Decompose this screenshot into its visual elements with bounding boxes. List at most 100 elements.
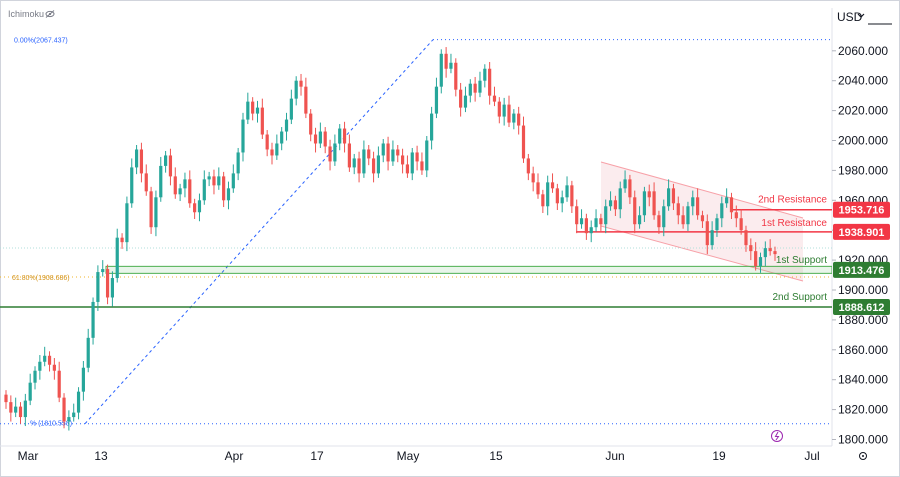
level-name-label: 2nd Resistance [758,195,827,206]
candle-body [333,143,337,162]
candle-body [642,191,647,216]
candle-body [768,248,772,252]
candle-body [304,86,308,114]
y-tick-label: 1880.000 [838,313,888,327]
chevron-down-icon[interactable] [857,13,865,18]
candle-body [671,188,676,204]
price-tag[interactable] [833,299,890,316]
candle-body [734,212,738,219]
candle-body [212,176,216,186]
candle-body [468,83,472,96]
candle-body [386,143,390,162]
y-tick-label: 1800.000 [838,433,888,447]
candles [4,47,777,431]
candle-body [371,158,376,174]
candle-body [410,152,414,174]
candle-body [473,83,477,93]
candle-body [154,197,158,228]
candle-body [81,367,85,392]
candle-body [183,179,187,189]
candle-body [478,80,482,93]
candle-body [173,176,177,195]
currency-label[interactable]: USD [837,10,863,24]
candle-body [729,197,734,213]
candle-body [352,158,356,168]
candle-body [599,218,603,225]
candle-body [241,119,245,153]
candle-body [608,200,613,207]
x-tick-label: Jul [804,449,819,463]
candle-body [52,364,56,371]
candle-body [91,301,95,338]
price-tag[interactable] [833,223,890,240]
candle-body [744,230,748,246]
candle-body [633,197,637,225]
candle-body [507,104,511,123]
indicator-label[interactable]: Ichimoku [8,9,44,19]
candle-body [749,245,753,252]
price-tag[interactable] [833,261,890,278]
settings-icon[interactable] [859,452,867,460]
candle-body [101,269,105,273]
candle-body [430,113,434,141]
candle-body [686,206,690,225]
candle-body [758,257,763,267]
support-zone[interactable] [105,265,832,274]
y-tick-label: 2020.000 [838,104,888,118]
y-tick-label: 1860.000 [838,343,888,357]
lightning-icon[interactable] [771,430,783,442]
candle-body [497,101,501,117]
x-tick-label: 13 [94,449,108,463]
candle-body [9,402,13,413]
candle-body [405,164,410,174]
candle-body [492,95,497,102]
candle-body [434,86,439,114]
candle-body [38,361,42,371]
candle-body [28,382,32,401]
candle-body [14,406,18,413]
candle-body [309,113,313,135]
y-tick-label: 2060.000 [838,44,888,58]
candle-body [560,197,564,204]
candle-body [381,143,385,156]
candle-body [120,237,124,243]
candle-body [313,134,318,144]
candle-body [255,107,260,114]
y-tick-label: 2000.000 [838,134,888,148]
candle-body [763,248,767,258]
candle-body [754,251,758,267]
x-tick-label: Mar [18,449,39,463]
candle-body [666,188,671,207]
candle-body [463,95,468,108]
candle-body [526,158,530,174]
candle-body [681,215,685,225]
candle-body [657,215,661,228]
eye-icon[interactable] [45,10,55,18]
candle-body [328,146,332,162]
candle-body [550,182,555,189]
candle-body [130,167,134,204]
fib-trend-line[interactable] [84,39,434,425]
level-name-label: 1st Support [776,255,827,266]
channel-upper-line[interactable] [600,161,804,219]
candle-body [439,53,443,87]
y-tick-label: 1820.000 [838,403,888,417]
candle-body [72,412,76,418]
candle-body [720,203,724,219]
candle-body [294,80,298,99]
candle-body [647,191,651,198]
x-tick-label: 19 [712,449,726,463]
candle-body [149,191,153,228]
price-axis: 1800.000 1820.000 1840.000 1860.000 1880.000… [832,44,888,447]
candle-body [531,173,535,183]
price-tag-label: 1938.901 [839,227,885,239]
price-tag[interactable] [833,201,890,218]
channel-lower-line[interactable] [600,225,804,282]
candle-body [275,143,279,156]
fib-618-label: 61.80%(1908.686) [12,275,70,282]
candle-body [76,391,81,413]
candle-body [570,185,574,207]
candle-body [236,152,240,174]
candle-body [584,218,588,234]
